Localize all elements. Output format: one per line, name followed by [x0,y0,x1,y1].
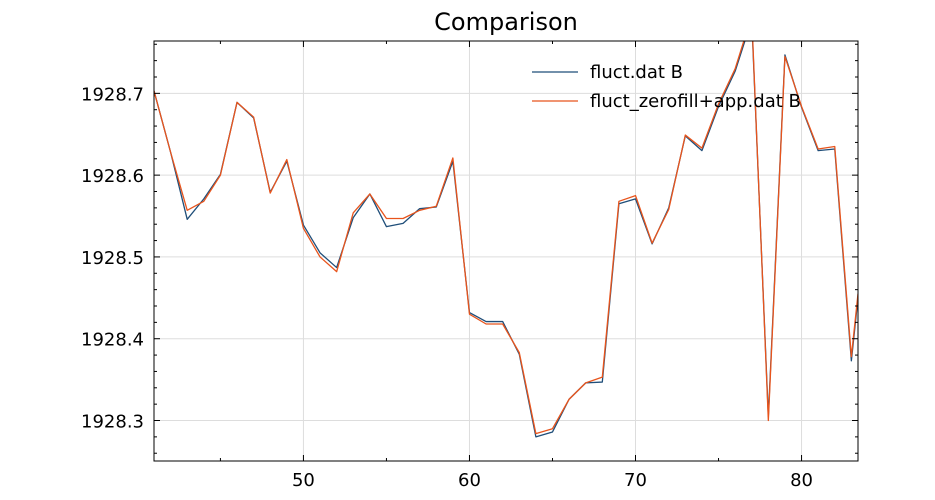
y-tick-label: 1928.4 [81,330,144,351]
y-tick-label: 1928.7 [81,84,144,105]
y-tick-label: 1928.5 [81,248,144,269]
legend: fluct.dat B fluct_zerofill+app.dat B [532,62,801,112]
x-tick-label: 60 [458,470,481,491]
ticks: 50 60 70 80 1928.3 1928.4 1928.5 1928.6 1928.7 [81,41,858,491]
legend-label-fluct: fluct.dat B [590,62,683,83]
x-tick-label: 70 [624,470,647,491]
legend-label-zerofill: fluct_zerofill+app.dat B [590,91,801,112]
x-tick-label: 50 [292,470,315,491]
y-tick-label: 1928.3 [81,412,144,433]
series-layer [154,41,858,438]
chart-title: Comparison [434,8,578,36]
grid [154,41,858,461]
plot-frame [153,40,859,462]
x-tick-label: 80 [790,470,813,491]
series-line-zerofill [154,41,858,435]
y-tick-label: 1928.6 [81,166,144,187]
